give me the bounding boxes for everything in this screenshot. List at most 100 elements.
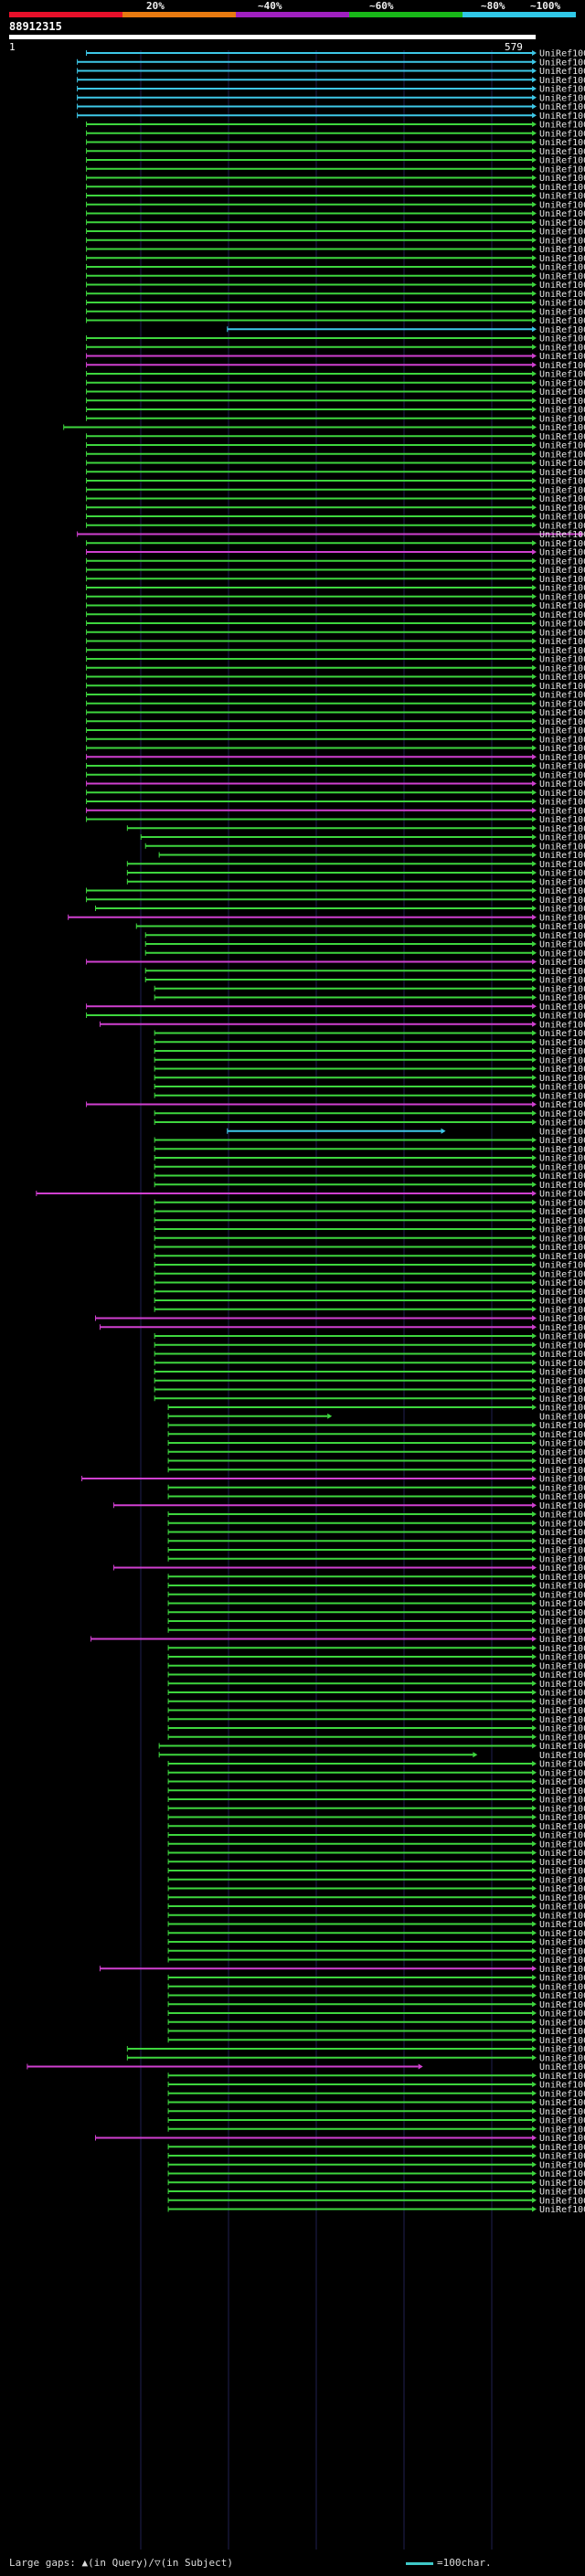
hit-label[interactable]: UniRef100_Q8TAN8 bbox=[539, 1100, 585, 1110]
hit-label[interactable]: UniRef100_B8LRH6 bbox=[539, 521, 585, 531]
hit-label[interactable]: UniRef100_B9RL35 bbox=[539, 192, 585, 202]
hit-label[interactable]: UniRef100_Q3HRV1 bbox=[539, 254, 585, 264]
hit-label[interactable]: UniRef100_A7F3D3 bbox=[539, 1207, 585, 1217]
hit-label[interactable]: UniRef100_C9K0B7 bbox=[539, 1404, 585, 1414]
hit-label[interactable]: UniRef100_A8HPF7 bbox=[539, 485, 585, 495]
hit-label[interactable]: UniRef100_Q2LUS0 bbox=[539, 1680, 585, 1690]
hit-label[interactable]: UniRef100_C4XW36 bbox=[539, 1198, 585, 1208]
hit-label[interactable]: UniRef100_B9MCD1 bbox=[539, 798, 585, 808]
hit-label[interactable]: UniRef100_A7RJH5 bbox=[539, 1519, 585, 1529]
hit-label[interactable]: UniRef100_A9PBC4 bbox=[539, 174, 585, 184]
hit-label[interactable]: UniRef100_Q2JQZ8 bbox=[539, 1822, 585, 1832]
hit-label[interactable]: UniRef100_P52505 bbox=[539, 1065, 585, 1075]
hit-label[interactable]: UniRef100_UP1000.. bbox=[539, 1136, 585, 1146]
hit-label[interactable]: UniRef100_B5XB34 bbox=[539, 1162, 585, 1172]
hit-label[interactable]: UniRef100_A7TMA2 bbox=[539, 1813, 585, 1823]
hit-label[interactable]: UniRef100_C6SZE2 bbox=[539, 49, 585, 59]
hit-label[interactable]: UniRef100_C1BRF6 bbox=[539, 1109, 585, 1119]
hit-label[interactable]: UniRef100_B9WB78 bbox=[539, 1733, 585, 1743]
hit-label[interactable]: UniRef100_Q9FGJ4 bbox=[539, 886, 585, 896]
hit-label[interactable]: UniRef100_B9H016 bbox=[539, 1974, 585, 1984]
hit-label[interactable]: UniRef100_A9NSX5 bbox=[539, 147, 585, 157]
hit-label[interactable]: UniRef100_B4QRH4 bbox=[539, 1546, 585, 1556]
hit-label[interactable]: UniRef100_B9IH17 bbox=[539, 984, 585, 994]
hit-label[interactable]: UniRef100_C1HA03 bbox=[539, 1599, 585, 1609]
hit-label[interactable]: UniRef100_C6T5H7 bbox=[539, 789, 585, 799]
hit-label[interactable]: UniRef100_Q9FG70 bbox=[539, 1421, 585, 1431]
hit-label[interactable]: UniRef100_Q9UIS9-2 bbox=[539, 2053, 585, 2063]
hit-label[interactable]: UniRef100_A6Q6B2 bbox=[539, 2018, 585, 2028]
hit-label[interactable]: UniRef100_Q6M0C1 bbox=[539, 1047, 585, 1057]
hit-label[interactable]: UniRef100_C7Z005 bbox=[539, 584, 585, 594]
hit-label[interactable]: UniRef100_UP1000.. bbox=[539, 860, 585, 870]
hit-label[interactable]: UniRef100_A7RXW3 bbox=[539, 1234, 585, 1244]
hit-label[interactable]: UniRef100_B6KI1E3 bbox=[539, 477, 585, 487]
hit-label[interactable]: UniRef100_C9SY48 bbox=[539, 779, 585, 790]
hit-label[interactable]: UniRef100_B4Y169 bbox=[539, 1457, 585, 1467]
hit-label[interactable]: UniRef100_Q1OLF1 bbox=[539, 378, 585, 388]
hit-label[interactable]: UniRef100_C1BK04 bbox=[539, 1091, 585, 1101]
hit-label[interactable]: UniRef100_A4BMM2 bbox=[539, 1867, 585, 1877]
hit-label[interactable]: UniRef100_A5DTY9 bbox=[539, 1323, 585, 1333]
hit-label[interactable]: UniRef100_C4XK13 bbox=[539, 2125, 585, 2135]
hit-label[interactable]: UniRef100_Q11983 bbox=[539, 1483, 585, 1493]
hit-label[interactable]: UniRef100_C5Y3B3 bbox=[539, 263, 585, 273]
hit-label[interactable]: UniRef100_A7MCG7 bbox=[539, 1573, 585, 1583]
hit-label[interactable]: UniRef100_Q5YBK5 bbox=[539, 432, 585, 442]
hit-label[interactable]: UniRef100_B7JC10 bbox=[539, 1608, 585, 1618]
hit-label[interactable]: UniRef100_B6TEM6 bbox=[539, 228, 585, 238]
hit-label[interactable]: UniRef100_UP1000.. bbox=[539, 2062, 585, 2072]
hit-label[interactable]: UniRef100_A7PV39 bbox=[539, 1127, 585, 1137]
hit-label[interactable]: UniRef100_A9NVM5 bbox=[539, 699, 585, 709]
hit-label[interactable]: UniRef100_Q8LEU1 bbox=[539, 200, 585, 210]
hit-label[interactable]: UniRef100_C3EYW7 bbox=[539, 2196, 585, 2206]
hit-label[interactable]: UniRef100_Q40KQ2 bbox=[539, 441, 585, 451]
hit-label[interactable]: UniRef100_A6PN23 bbox=[539, 2116, 585, 2126]
hit-label[interactable]: UniRef100_C6SWZ7 bbox=[539, 316, 585, 326]
hit-label[interactable]: UniRef100_A9PBD3 bbox=[539, 896, 585, 906]
hit-label[interactable]: UniRef100_B7FL17 bbox=[539, 325, 585, 335]
hit-label[interactable]: UniRef100_C5GEK6 bbox=[539, 592, 585, 602]
hit-label[interactable]: UniRef100_B6UHE1 bbox=[539, 129, 585, 139]
hit-label[interactable]: UniRef100_A9NU14 bbox=[539, 361, 585, 371]
hit-label[interactable]: UniRef100_C1GPP1 bbox=[539, 620, 585, 630]
hit-label[interactable]: UniRef100_A4CTH8 bbox=[539, 2098, 585, 2108]
hit-label[interactable]: UniRef100_B9FP67 bbox=[539, 370, 585, 380]
hit-label[interactable]: UniRef100_Q6DHR1 bbox=[539, 1368, 585, 1378]
hit-label[interactable]: UniRef100_P35920 bbox=[539, 1751, 585, 1761]
hit-label[interactable]: UniRef100_Q1KI17 bbox=[539, 806, 585, 816]
hit-label[interactable]: UniRef100_Q5HFN7 bbox=[539, 1884, 585, 1894]
hit-label[interactable]: UniRef100_C1K74E bbox=[539, 1920, 585, 1930]
hit-label[interactable]: UniRef100_Q4PSI5 bbox=[539, 708, 585, 718]
hit-label[interactable]: UniRef100_A3I9S1 bbox=[539, 1350, 585, 1360]
hit-label[interactable]: UniRef100_B9RM47 bbox=[539, 183, 585, 193]
hit-label[interactable]: UniRef100_Q9U4E1 bbox=[539, 1564, 585, 1574]
hit-label[interactable]: UniRef100_Q0DPX2 bbox=[539, 334, 585, 345]
hit-label[interactable]: UniRef100_A7YTF1 bbox=[539, 504, 585, 514]
hit-label[interactable]: UniRef100_C3NOY3 bbox=[539, 1394, 585, 1405]
hit-label[interactable]: UniRef100_A9P7K2 bbox=[539, 851, 585, 861]
hit-label[interactable]: UniRef100_Q6UKY4 bbox=[539, 397, 585, 407]
hit-label[interactable]: UniRef100_B7FRC2 bbox=[539, 414, 585, 424]
hit-label[interactable]: UniRef100_Q9CJ35 bbox=[539, 2036, 585, 2046]
hit-label[interactable]: UniRef100_A2R986 bbox=[539, 530, 585, 540]
hit-label[interactable]: UniRef100_B5W6I4 bbox=[539, 2188, 585, 2198]
hit-label[interactable]: UniRef100_UP1000.. bbox=[539, 1359, 585, 1369]
hit-label[interactable]: UniRef100_A1K6G0 bbox=[539, 2143, 585, 2153]
hit-label[interactable]: UniRef100_UP1000.. bbox=[539, 1029, 585, 1039]
hit-label[interactable]: UniRef100_Q8VYH7 bbox=[539, 156, 585, 166]
hit-label[interactable]: UniRef100_C7NJN2 bbox=[539, 1911, 585, 1921]
hit-label[interactable]: UniRef100_Q0IDV3 bbox=[539, 1768, 585, 1778]
hit-label[interactable]: UniRef100_C3Z7D1 bbox=[539, 1528, 585, 1538]
hit-label[interactable]: UniRef100_A5GP29 bbox=[539, 557, 585, 567]
hit-label[interactable]: UniRef100_C1HBQ3 bbox=[539, 610, 585, 620]
hit-label[interactable]: UniRef100_UP1000.. bbox=[539, 949, 585, 959]
hit-label[interactable]: UniRef100_UP1000.. bbox=[539, 931, 585, 941]
hit-label[interactable]: UniRef100_B4FD74 bbox=[539, 1537, 585, 1547]
hit-label[interactable]: UniRef100_Q2W9Q5 bbox=[539, 1715, 585, 1725]
hit-label[interactable]: UniRef100_B9S059 bbox=[539, 744, 585, 754]
hit-label[interactable]: UniRef100_UP1000.. bbox=[539, 869, 585, 879]
hit-label[interactable]: UniRef100_Q6C7X2 bbox=[539, 1305, 585, 1315]
hit-label[interactable]: UniRef100_UP1000.. bbox=[539, 1038, 585, 1048]
hit-label[interactable]: UniRef100_B3EJ24 bbox=[539, 2169, 585, 2179]
